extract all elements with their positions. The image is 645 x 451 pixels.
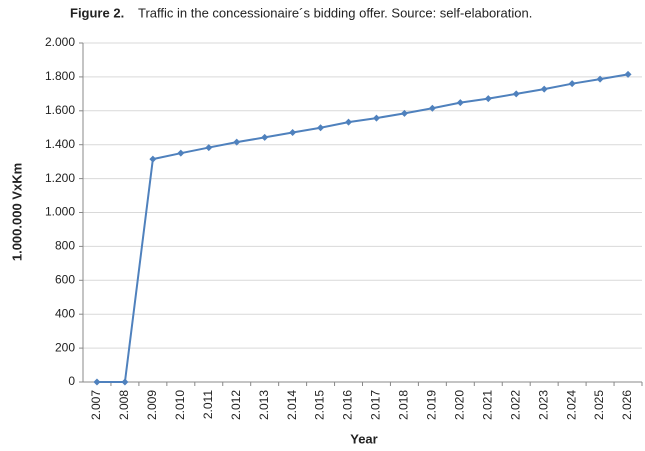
marker [121,378,129,386]
x-tick-label: 2.012 [229,390,243,420]
marker [400,109,408,117]
x-tick-label: 2.018 [397,390,411,420]
x-tick-label: 2.025 [592,390,606,420]
y-tick-label: 600 [55,272,75,286]
x-tick-label: 2.009 [145,390,159,420]
x-tick-label: 2.013 [257,390,271,420]
y-tick-label: 2.000 [45,35,75,49]
marker [484,95,492,103]
y-tick-label: 800 [55,239,75,253]
marker [289,128,297,136]
marker [428,104,436,112]
x-tick-label: 2.019 [425,390,439,420]
y-axis-title: 1.000.000 VxKm [9,163,24,261]
marker [233,138,241,146]
x-tick-label: 2.011 [201,390,215,419]
chart-title: Traffic in the concessionaire´s bidding … [138,5,532,20]
y-tick-label: 400 [55,306,75,320]
marker [261,133,269,141]
marker [93,378,101,386]
x-tick-label: 2.016 [341,390,355,420]
marker [372,114,380,122]
x-tick-label: 2.022 [508,390,522,420]
marker [177,149,185,157]
y-tick-label: 200 [55,340,75,354]
y-tick-label: 1.800 [45,69,75,83]
marker [624,70,632,78]
x-tick-label: 2.026 [620,390,634,420]
chart-title-label: Figure 2. [70,5,124,20]
marker [149,155,157,163]
marker [596,75,604,83]
marker [540,85,548,93]
x-tick-label: 2.024 [564,390,578,420]
x-tick-label: 2.007 [89,390,103,420]
marker [512,90,520,98]
marker [205,144,213,152]
x-tick-label: 2.015 [313,390,327,420]
y-tick-label: 1.000 [45,205,75,219]
marker [317,124,325,132]
marker [456,99,464,107]
y-tick-label: 0 [68,374,75,388]
marker [345,118,353,126]
x-tick-label: 2.014 [285,390,299,420]
x-axis-title: Year [350,431,377,446]
y-tick-label: 1.600 [45,103,75,117]
line [96,73,629,383]
x-tick-label: 2.008 [117,390,131,420]
x-tick-label: 2.021 [480,390,494,420]
x-tick-label: 2.023 [536,390,550,420]
x-tick-label: 2.017 [369,390,383,420]
marker [568,80,576,88]
y-tick-label: 1.400 [45,137,75,151]
x-tick-label: 2.010 [173,390,187,420]
y-tick-label: 1.200 [45,171,75,185]
x-tick-label: 2.020 [452,390,466,420]
